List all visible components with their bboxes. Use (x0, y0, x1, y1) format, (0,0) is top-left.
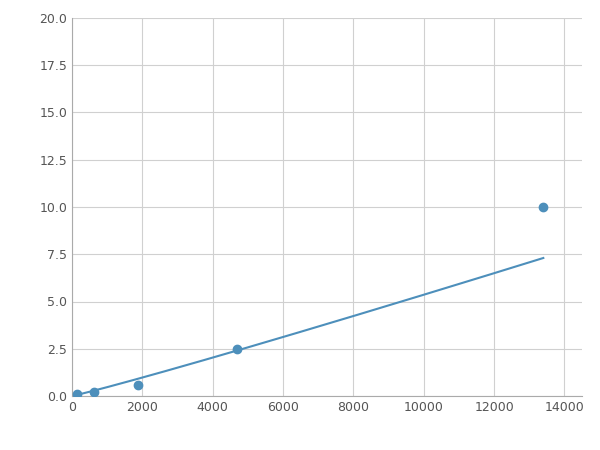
Point (89, 389, 99, 396)
Point (232, 345, 242, 352)
Point (133, 381, 143, 388)
Point (539, 203, 548, 211)
Point (73, 391, 82, 398)
